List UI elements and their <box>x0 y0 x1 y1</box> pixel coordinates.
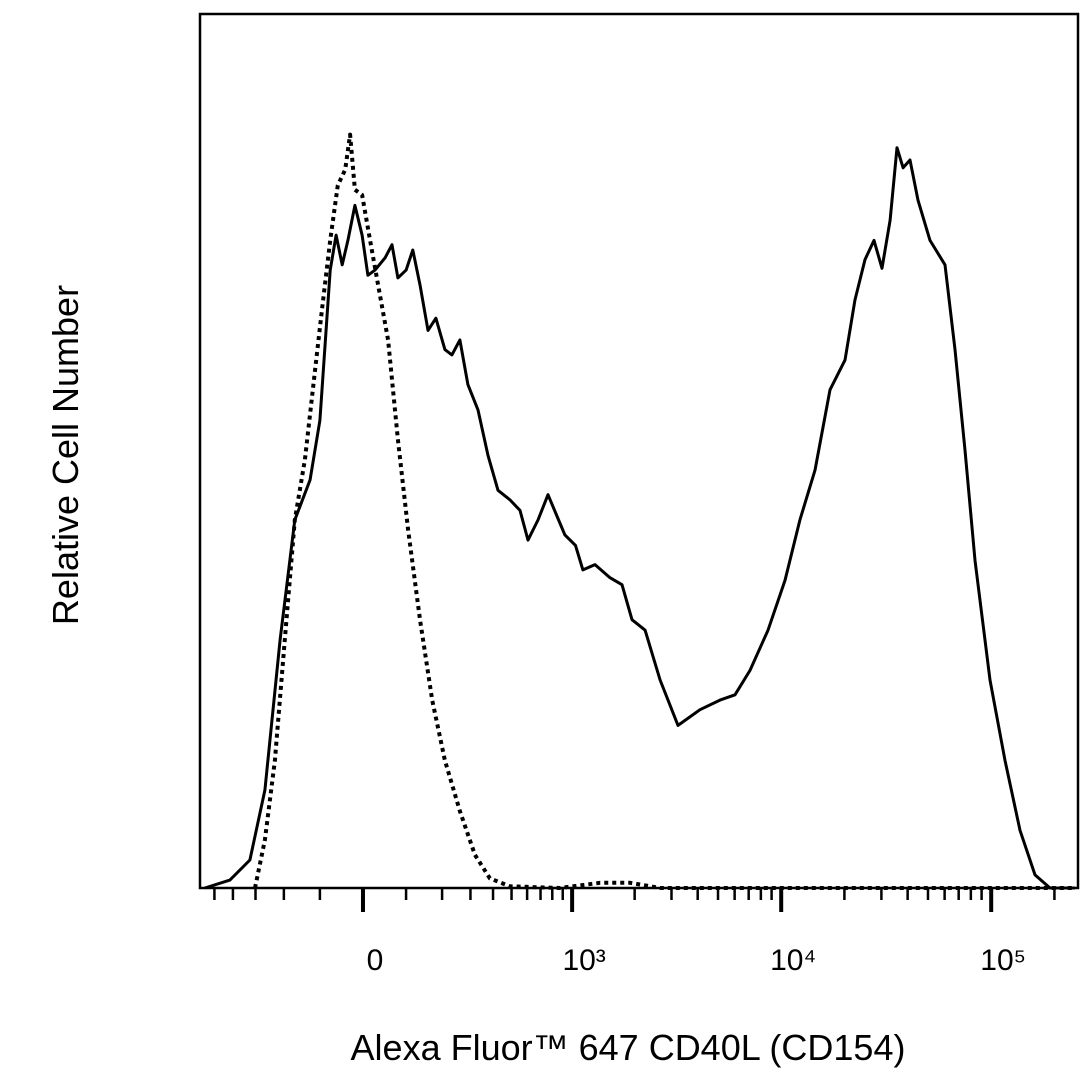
y-axis-label: Relative Cell Number <box>45 285 86 625</box>
plot-frame <box>198 12 1080 890</box>
x-tick-label: 10⁵ <box>980 944 1026 977</box>
x-tick-label: 0 <box>367 944 384 977</box>
x-axis-label: Alexa Fluor™ 647 CD40L (CD154) <box>351 1027 906 1068</box>
control-curve <box>253 132 1075 890</box>
x-tick-label: 10⁴ <box>770 944 816 977</box>
x-tick-label: 10³ <box>562 944 605 977</box>
sample-curve <box>204 146 1075 890</box>
